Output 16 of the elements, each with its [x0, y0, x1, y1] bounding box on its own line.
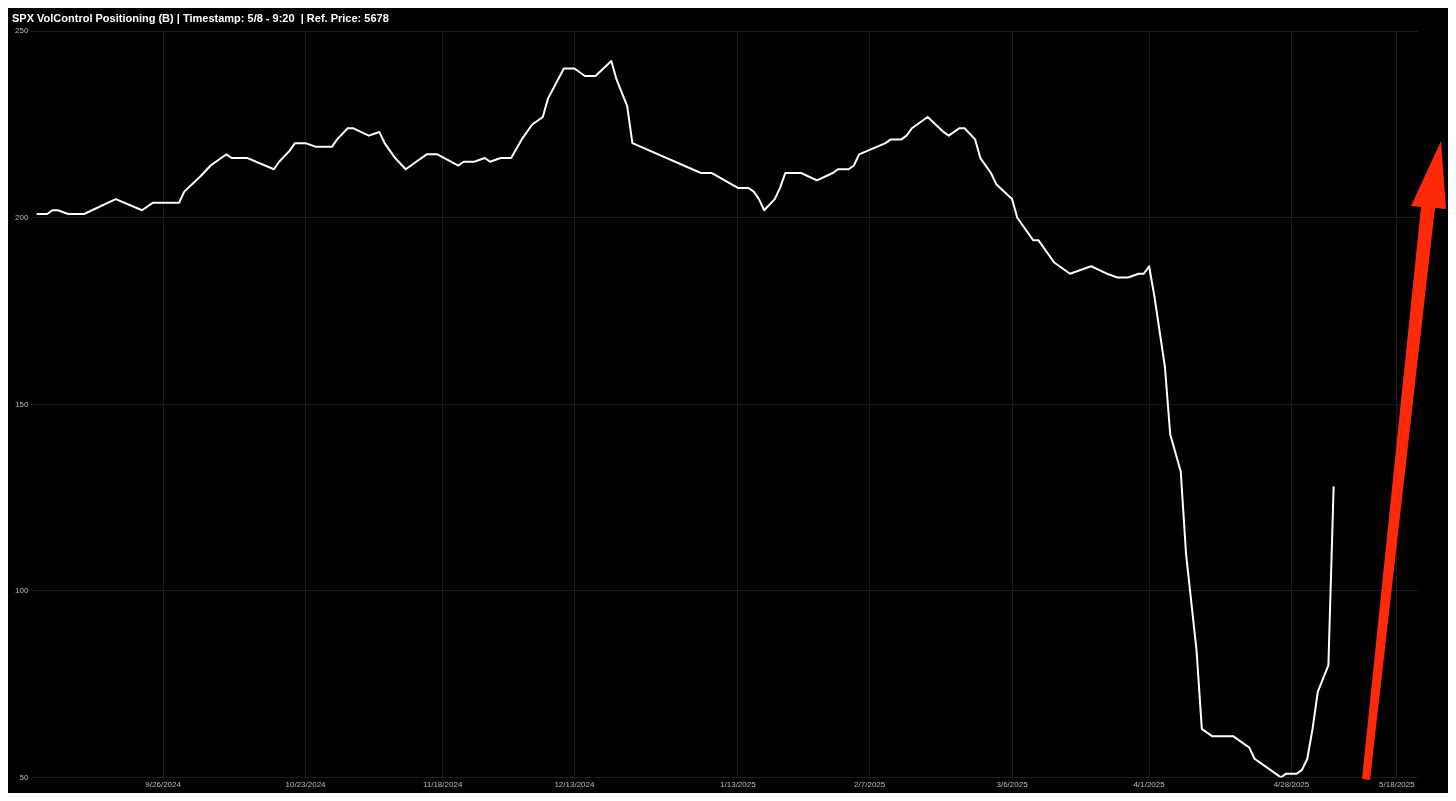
x-tick-label: 1/13/2025 — [720, 780, 757, 790]
x-tick-label: 3/6/2025 — [996, 780, 1029, 790]
chart-title: SPX VolControl Positioning (B) | Timestamp: 5/8 - 9:20 | Ref. Price: 5678 — [12, 11, 389, 24]
x-tick-label: 4/28/2025 — [1273, 780, 1310, 790]
y-tick-label: 150 — [14, 399, 29, 409]
x-tick-label: 2/7/2025 — [854, 780, 886, 790]
x-tick-label: 12/13/2024 — [554, 780, 595, 790]
y-tick-label: 250 — [14, 26, 29, 36]
y-tick-label: 200 — [14, 212, 29, 222]
x-tick-label: 9/26/2024 — [145, 780, 182, 790]
x-tick-label: 10/23/2024 — [285, 780, 327, 790]
x-tick-label: 4/1/2025 — [1133, 780, 1166, 790]
y-tick-label: 50 — [19, 772, 29, 782]
y-tick-label: 100 — [14, 586, 29, 596]
x-tick-label: 5/18/2025 — [1379, 780, 1416, 790]
x-tick-label: 11/18/2024 — [422, 780, 463, 790]
